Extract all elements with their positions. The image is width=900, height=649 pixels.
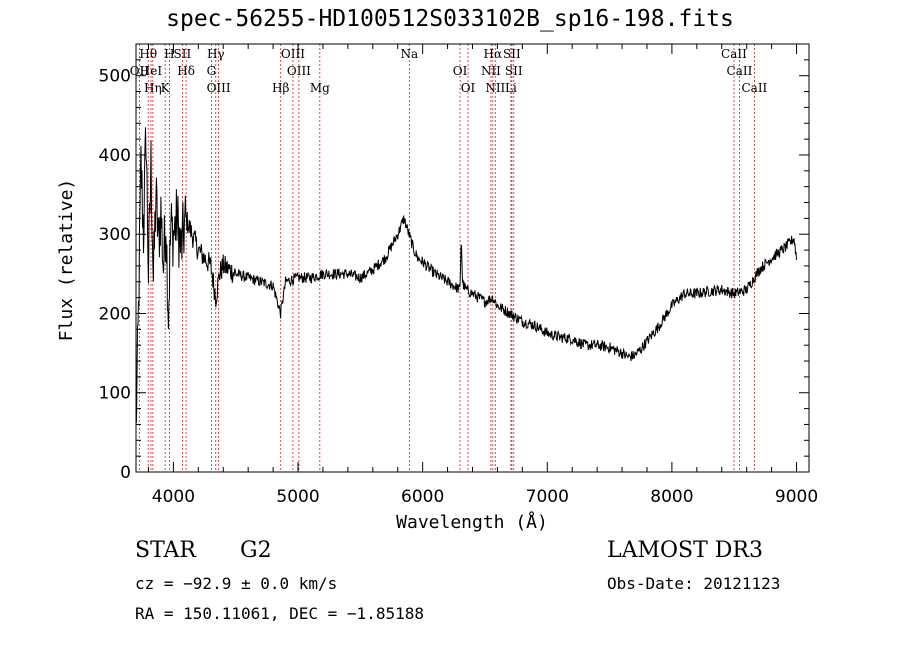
x-tick-label: 9000: [775, 487, 818, 507]
chart-title: spec-56255-HD100512S033102B_sp16-198.fit…: [166, 6, 734, 32]
x-tick-label: 6000: [401, 487, 444, 507]
spectral-line-label: Hθ: [139, 47, 157, 61]
spectral-line-label: CaII: [741, 81, 767, 95]
spectral-line-label: OII: [130, 64, 150, 78]
spectral-line-label: Li: [505, 81, 517, 95]
object-subclass: G2: [240, 538, 272, 563]
spectral-line-label: OI: [461, 81, 476, 95]
spectral-lines-layer: [138, 44, 755, 472]
y-tick-label: 300: [99, 225, 131, 245]
y-tick-label: 0: [120, 463, 131, 483]
ra-dec-readout: RA = 150.11061, DEC = −1.85188: [135, 604, 424, 623]
spectral-line-label: SII: [505, 64, 523, 78]
spectral-labels-layer: Hθ HeI K SII Hδ Hη H OII OIII Hγ G Hβ OIII OIII Mg Na OI…: [130, 47, 768, 95]
spectral-line-label: K: [161, 81, 171, 95]
spectral-line-label: OIII: [287, 64, 311, 78]
spectral-line-label: OI: [453, 64, 468, 78]
survey-name: LAMOST DR3: [607, 538, 763, 563]
spectral-line-label: CaII: [721, 47, 747, 61]
x-tick-label: 8000: [650, 487, 693, 507]
spectral-line-label: Hδ: [177, 64, 195, 78]
spectral-line-label: SII: [503, 47, 521, 61]
spectral-line-label: Hα: [484, 47, 503, 61]
y-tick-label: 200: [99, 304, 131, 324]
spectral-line-label: NII: [485, 81, 505, 95]
x-tick-label: 4000: [152, 487, 195, 507]
redshift-readout: cz = −92.9 ± 0.0 km/s: [135, 574, 338, 593]
obs-date: Obs-Date: 20121123: [607, 574, 781, 593]
spectral-line-label: CaII: [727, 64, 753, 78]
spectral-line-label: Na: [400, 47, 418, 61]
y-axis-label: Flux (relative): [56, 179, 77, 342]
spectral-line-label: Hη: [144, 81, 162, 95]
x-tick-label: 5000: [276, 487, 319, 507]
x-axis-label: Wavelength (Å): [396, 511, 548, 533]
spectral-line-label: Hβ: [272, 81, 289, 95]
x-tick-label: 7000: [526, 487, 569, 507]
axis-ticks-layer: 4000 5000 6000 7000 8000 9000 0 100 200 300 400 500: [99, 44, 818, 507]
spectral-line-label: G: [207, 64, 217, 78]
spectral-line-label: OIII: [207, 81, 231, 95]
object-type: STAR: [135, 538, 196, 563]
y-tick-label: 500: [99, 67, 131, 87]
y-tick-label: 100: [99, 384, 131, 404]
y-tick-label: 400: [99, 146, 131, 166]
spectral-line-label: Mg: [310, 81, 330, 95]
spectral-line-label: SII: [174, 47, 192, 61]
plot-frame: [135, 43, 810, 473]
spectrum-series-line: [135, 127, 797, 423]
spectral-line-label: OIII: [281, 47, 305, 61]
spectral-line-label: HeI: [140, 64, 163, 78]
spectral-line-label: NII: [481, 64, 501, 78]
spectral-line-label: Hγ: [207, 47, 225, 61]
spectral-line-label: H: [164, 47, 174, 61]
